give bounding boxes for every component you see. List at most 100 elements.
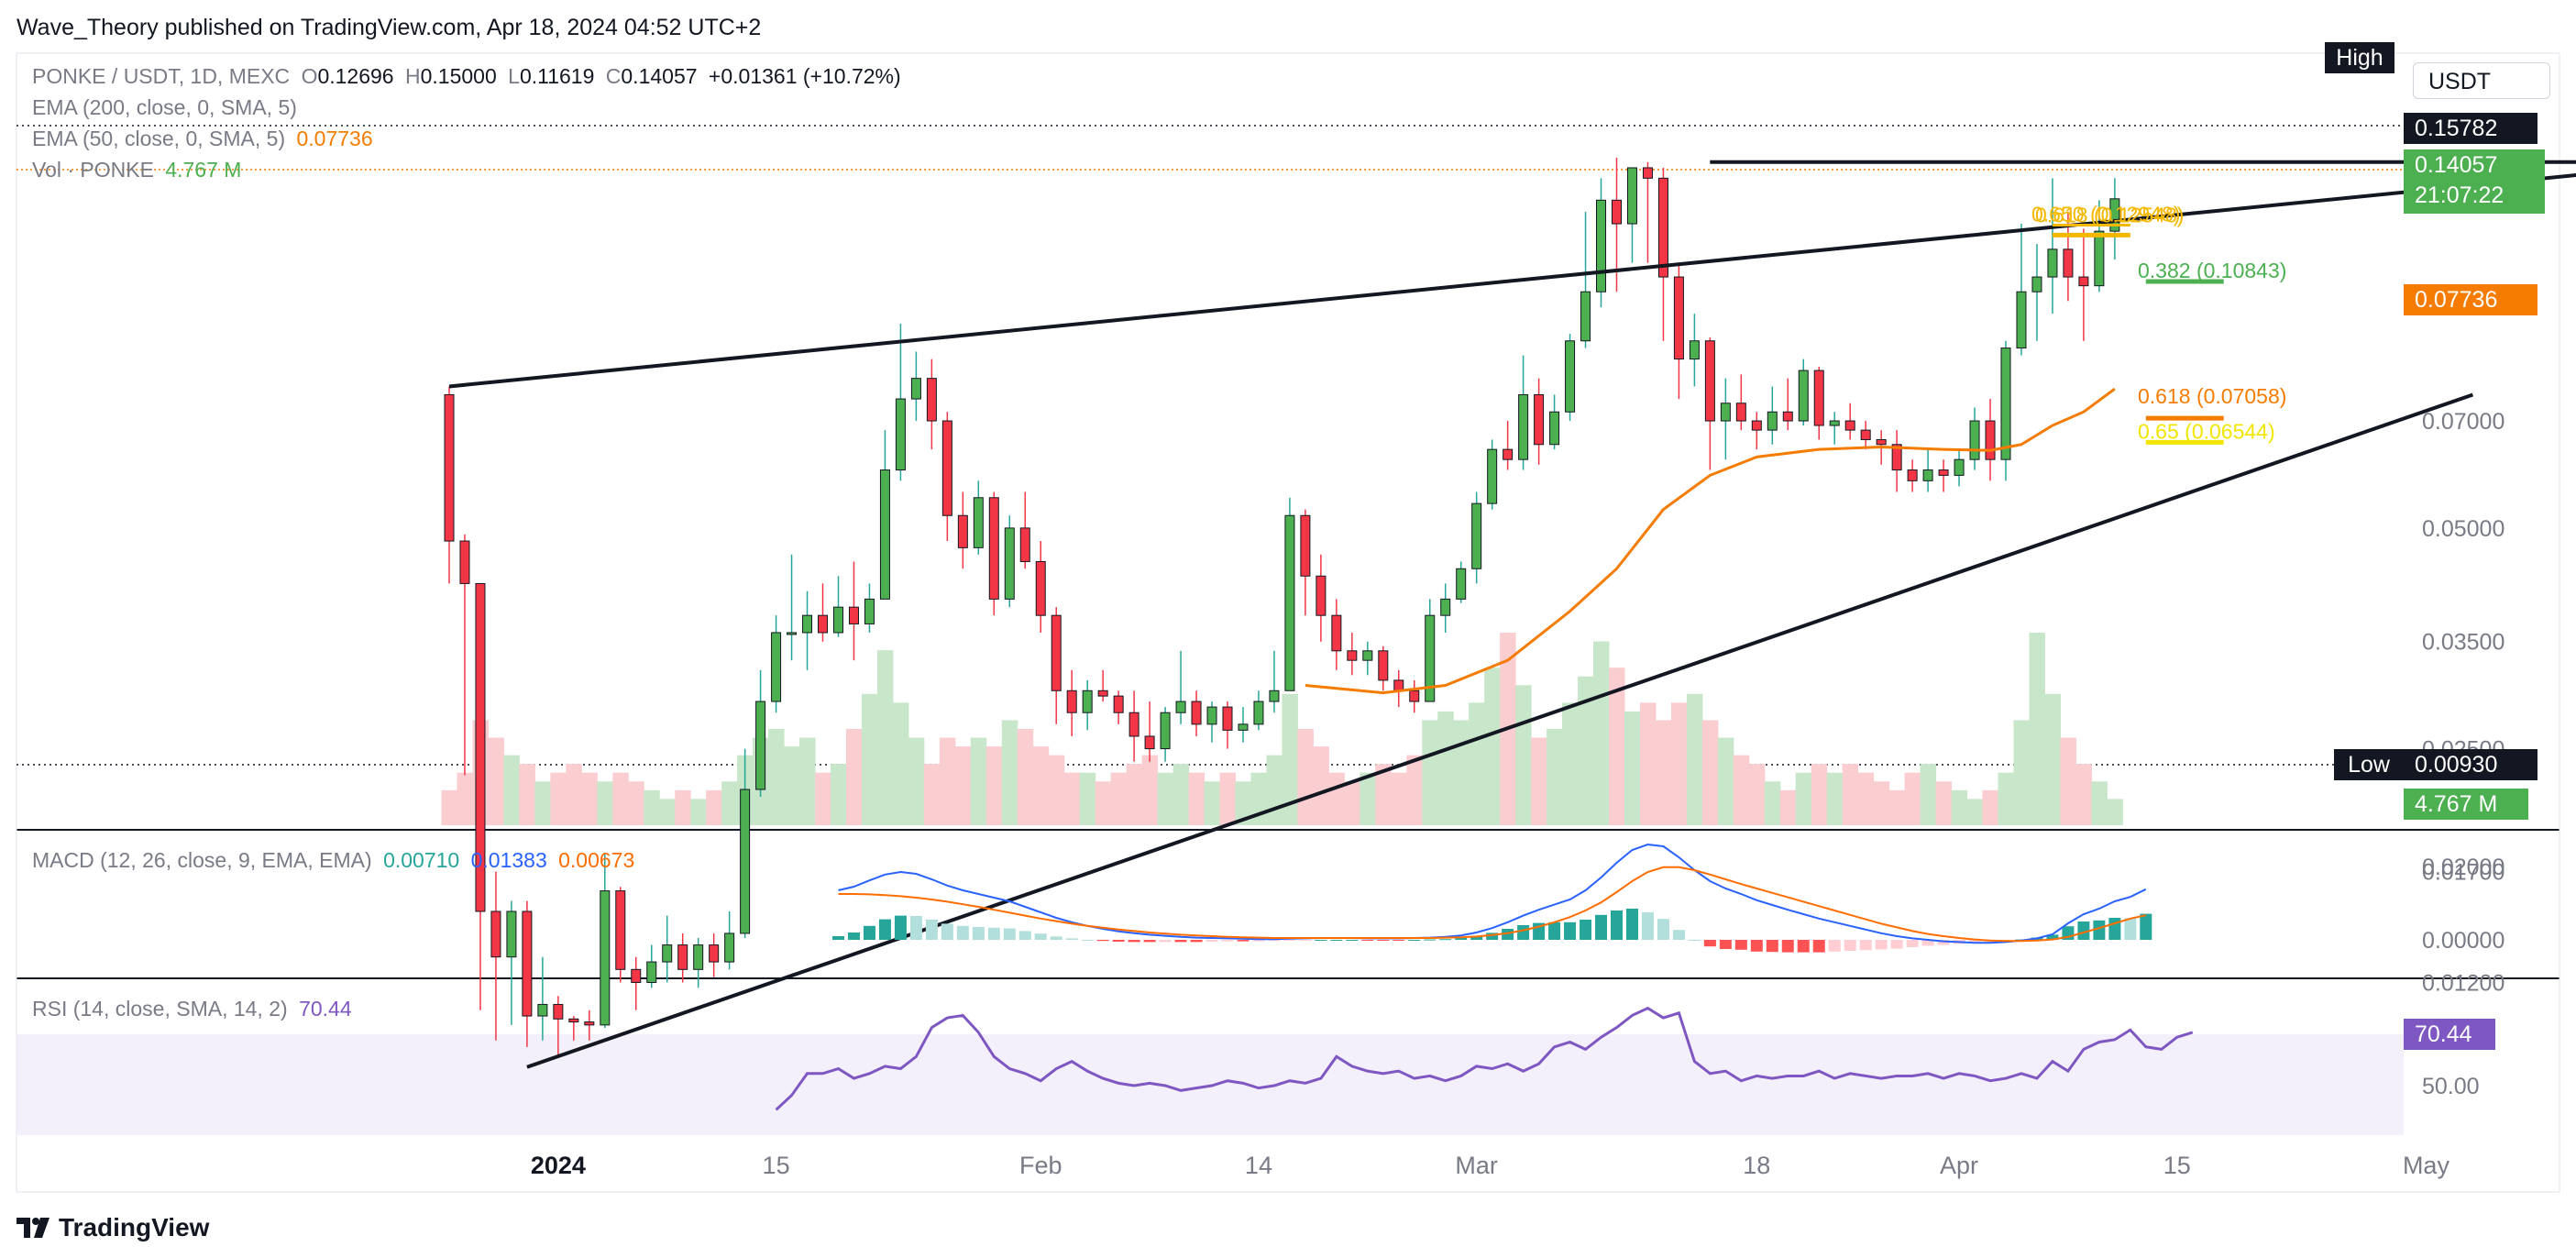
candle-body[interactable] xyxy=(2078,276,2089,287)
candle-body[interactable] xyxy=(553,1003,564,1020)
candle-body[interactable] xyxy=(864,598,875,624)
candle-body[interactable] xyxy=(1612,199,1622,225)
candle-body[interactable] xyxy=(1316,575,1327,616)
candle-body[interactable] xyxy=(1035,560,1046,616)
candle-body[interactable] xyxy=(2094,230,2105,287)
candle-body[interactable] xyxy=(1657,177,1668,278)
candle-body[interactable] xyxy=(490,910,501,958)
candle-body[interactable] xyxy=(1907,469,1918,481)
candle-body[interactable] xyxy=(1626,167,1637,225)
candle-body[interactable] xyxy=(1051,614,1062,691)
candle-body[interactable] xyxy=(1471,502,1482,569)
candle-body[interactable] xyxy=(941,420,952,516)
candle-body[interactable] xyxy=(1938,469,1949,476)
candle-body[interactable] xyxy=(1596,199,1607,292)
candle-body[interactable] xyxy=(1409,690,1420,702)
candle-body[interactable] xyxy=(646,961,657,983)
candle-body[interactable] xyxy=(568,1018,579,1023)
candle-body[interactable] xyxy=(895,398,906,471)
macd-label[interactable]: MACD (12, 26, close, 9, EMA, EMA) xyxy=(32,848,372,872)
candle-body[interactable] xyxy=(1782,411,1793,422)
candle-body[interactable] xyxy=(1969,420,1980,460)
legend-vol[interactable]: Vol · PONKE xyxy=(32,158,154,182)
candle-body[interactable] xyxy=(1378,650,1389,681)
candle-body[interactable] xyxy=(1673,276,1684,360)
candle-body[interactable] xyxy=(1503,448,1514,460)
candle-body[interactable] xyxy=(1689,340,1700,360)
candle-body[interactable] xyxy=(1160,712,1171,750)
candle-body[interactable] xyxy=(2031,276,2042,292)
wedge-lower-trendline[interactable] xyxy=(526,392,2474,1069)
candle-body[interactable] xyxy=(973,497,984,548)
candle-body[interactable] xyxy=(1813,370,1824,426)
candle-body[interactable] xyxy=(787,632,798,635)
candle-body[interactable] xyxy=(1082,690,1093,713)
candle-body[interactable] xyxy=(1269,690,1280,702)
rsi-line[interactable] xyxy=(775,1006,2194,1111)
candle-body[interactable] xyxy=(1751,420,1762,431)
rsi-label[interactable]: RSI (14, close, SMA, 14, 2) xyxy=(32,997,288,1021)
candle-body[interactable] xyxy=(709,944,720,963)
candle-body[interactable] xyxy=(2063,248,2074,278)
candle-body[interactable] xyxy=(1284,514,1295,691)
candle-body[interactable] xyxy=(1860,429,1871,440)
candle-body[interactable] xyxy=(1518,393,1529,460)
candle-body[interactable] xyxy=(1534,393,1545,446)
candle-body[interactable] xyxy=(537,1003,548,1017)
candle-body[interactable] xyxy=(1767,411,1778,431)
candle-body[interactable] xyxy=(926,378,937,422)
candle-body[interactable] xyxy=(1238,723,1249,731)
candle-body[interactable] xyxy=(818,614,829,634)
candle-body[interactable] xyxy=(2016,291,2027,349)
candle-body[interactable] xyxy=(1191,701,1202,725)
candle-body[interactable] xyxy=(1331,614,1342,652)
candle-body[interactable] xyxy=(1004,527,1015,600)
candle-body[interactable] xyxy=(1019,527,1030,562)
candle-body[interactable] xyxy=(1066,690,1077,713)
candle-body[interactable] xyxy=(1549,411,1560,446)
candle-body[interactable] xyxy=(1425,614,1436,702)
candle-body[interactable] xyxy=(957,514,968,548)
candle-body[interactable] xyxy=(833,606,843,634)
legend-ema200[interactable]: EMA (200, close, 0, SMA, 5) xyxy=(32,95,297,119)
candle-body[interactable] xyxy=(522,910,533,1017)
candle-body[interactable] xyxy=(475,582,486,912)
candle-body[interactable] xyxy=(1985,420,1996,460)
candle-body[interactable] xyxy=(771,632,782,702)
tradingview-logo[interactable]: TradingView xyxy=(17,1212,209,1243)
candle-body[interactable] xyxy=(879,469,890,600)
candle-body[interactable] xyxy=(1720,403,1731,422)
candle-body[interactable] xyxy=(2109,198,2120,232)
currency-button[interactable]: USDT xyxy=(2413,62,2550,99)
candle-body[interactable] xyxy=(1642,167,1653,179)
candle-body[interactable] xyxy=(506,910,517,958)
candle-body[interactable] xyxy=(1300,514,1311,577)
candle-body[interactable] xyxy=(1891,444,1902,471)
candle-body[interactable] xyxy=(1829,420,1840,426)
candle-body[interactable] xyxy=(1393,679,1404,691)
candle-body[interactable] xyxy=(988,497,999,600)
candle-body[interactable] xyxy=(1580,291,1591,342)
candle-body[interactable] xyxy=(1206,706,1217,725)
candle-body[interactable] xyxy=(1876,438,1887,446)
candle-body[interactable] xyxy=(1128,712,1139,737)
candle-body[interactable] xyxy=(2000,348,2011,460)
candle-body[interactable] xyxy=(1735,403,1746,422)
candle-body[interactable] xyxy=(1844,420,1855,431)
candle-body[interactable] xyxy=(1704,340,1715,422)
candle-body[interactable] xyxy=(910,378,921,400)
candle-body[interactable] xyxy=(459,540,470,584)
candle-body[interactable] xyxy=(1253,701,1264,725)
candle-body[interactable] xyxy=(1113,695,1124,713)
candle-body[interactable] xyxy=(1440,598,1451,616)
legend-ema50[interactable]: EMA (50, close, 0, SMA, 5) xyxy=(32,127,286,150)
macd-signal-line[interactable] xyxy=(838,866,2147,943)
candle-body[interactable] xyxy=(584,1021,595,1026)
candle-body[interactable] xyxy=(662,944,673,963)
candle-body[interactable] xyxy=(677,944,688,970)
candle-body[interactable] xyxy=(693,944,704,970)
candle-body[interactable] xyxy=(1456,568,1467,600)
candle-body[interactable] xyxy=(740,789,751,934)
candle-body[interactable] xyxy=(1565,340,1576,413)
candle-body[interactable] xyxy=(802,614,813,634)
